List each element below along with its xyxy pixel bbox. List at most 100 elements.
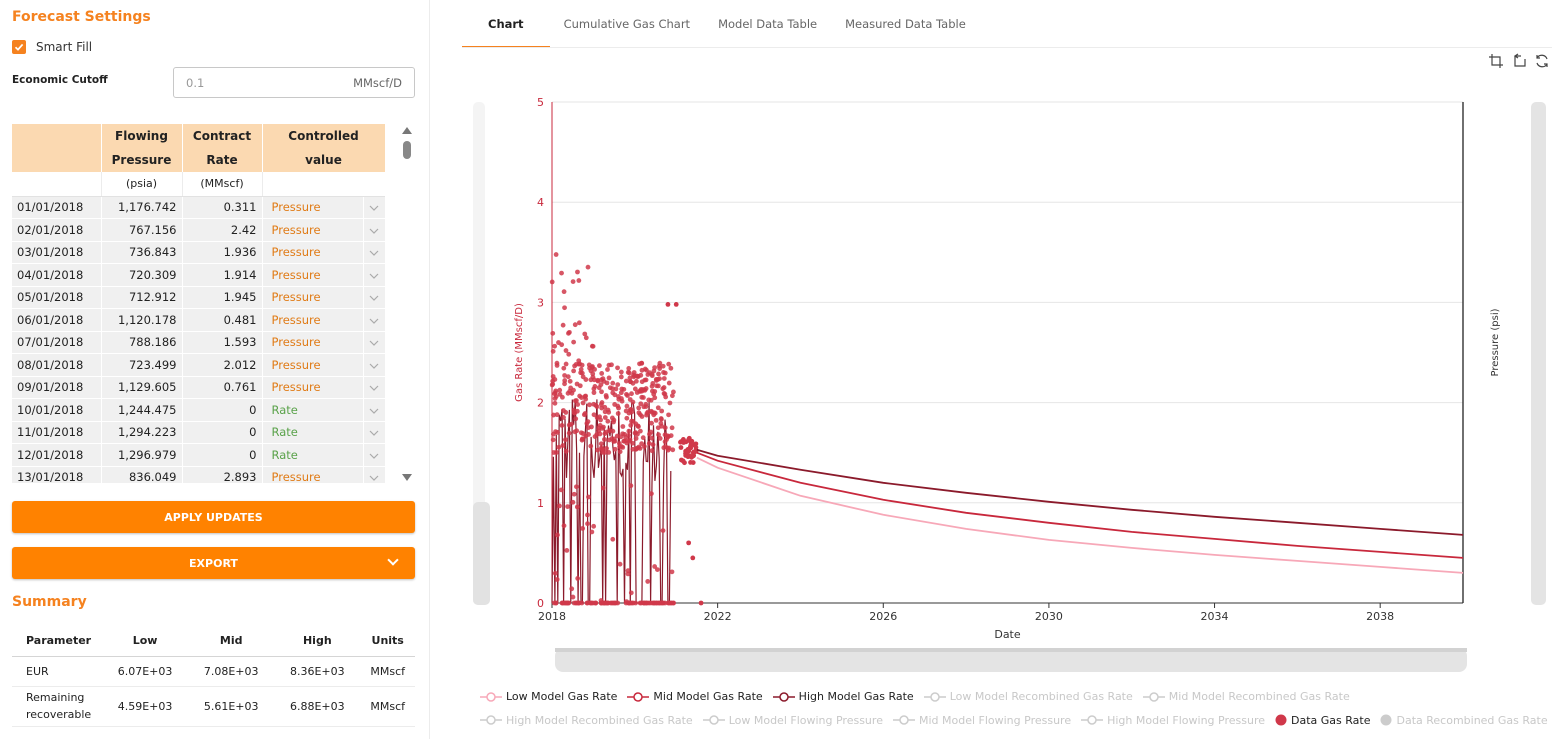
data-gas-rate-point [680,458,686,464]
pressure-cell[interactable]: 723.499 [101,353,183,377]
x-zoom-track[interactable] [555,648,1467,672]
controlled-value-select[interactable]: Pressure [262,353,364,377]
gas-rate-chart[interactable]: 0 1 2 3 4 5 2018 2022 2026 2030 2034 2038 Date Gas Ra… [460,90,1560,680]
data-gas-rate-point [623,378,629,384]
pressure-cell[interactable]: 1,120.178 [101,308,183,332]
y2-zoom-track[interactable] [1531,102,1546,605]
pressure-cell[interactable]: 1,296.979 [101,443,183,467]
legend-item[interactable]: Mid Model Flowing Pressure [892,710,1071,731]
rate-cell[interactable]: 0.481 [182,308,263,332]
legend-item[interactable]: High Model Gas Rate [772,686,914,707]
chevron-down-icon[interactable] [363,398,385,422]
controlled-value-select[interactable]: Pressure [262,241,364,264]
tab-measured-data-table[interactable]: Measured Data Table [845,17,966,31]
data-gas-rate-point [620,431,626,437]
controlled-value-select[interactable]: Rate [262,421,364,444]
tab-cumulative-gas-chart[interactable]: Cumulative Gas Chart [563,17,691,31]
chevron-down-icon[interactable] [363,308,385,332]
pressure-cell[interactable]: 1,294.223 [101,421,183,444]
data-gas-rate-point [566,329,572,335]
rate-cell[interactable]: 1.936 [182,241,263,264]
chevron-down-icon[interactable] [363,331,385,354]
chevron-down-icon[interactable] [363,421,385,444]
legend-item[interactable]: Low Model Flowing Pressure [702,710,883,731]
legend-item[interactable]: Mid Model Gas Rate [627,686,763,707]
table-scrollbar[interactable] [400,127,414,481]
scroll-thumb[interactable] [403,141,411,159]
legend-item[interactable]: Data Gas Rate [1275,710,1370,731]
data-gas-rate-point [554,577,560,582]
data-gas-rate-point [656,363,662,369]
legend-item[interactable]: Low Model Recombined Gas Rate [923,686,1133,707]
legend-item[interactable]: Low Model Gas Rate [480,686,617,707]
pressure-cell[interactable]: 1,129.605 [101,376,183,399]
smart-fill-option[interactable]: Smart Fill [12,40,92,54]
chevron-down-icon[interactable] [363,286,385,309]
pressure-cell[interactable]: 1,244.475 [101,398,183,422]
pressure-cell[interactable]: 836.049 [101,466,183,483]
zoom-reset-icon[interactable] [1511,53,1527,69]
pressure-cell[interactable]: 736.843 [101,241,183,264]
rate-cell[interactable]: 1.914 [182,263,263,287]
chevron-down-icon[interactable] [363,196,385,219]
legend-item[interactable]: Mid Model Recombined Gas Rate [1142,686,1350,707]
chevron-down-icon[interactable] [363,218,385,242]
scroll-down-icon[interactable] [402,474,412,481]
data-gas-rate-point [662,370,668,376]
tab-chart[interactable]: Chart [462,0,550,48]
rate-cell[interactable]: 0.761 [182,376,263,399]
export-button[interactable]: EXPORT [12,547,415,579]
legend-item[interactable]: Data Recombined Gas Rate [1380,710,1548,731]
y-zoom-handle[interactable] [473,502,490,605]
zoom-select-icon[interactable] [1488,53,1504,69]
chevron-down-icon[interactable] [363,263,385,287]
controlled-value-select[interactable]: Pressure [262,286,364,309]
pressure-cell[interactable]: 788.186 [101,331,183,354]
controlled-value-select[interactable]: Pressure [262,376,364,399]
data-gas-rate-point [588,600,594,606]
chevron-down-icon[interactable] [363,443,385,467]
x-zoom-handle[interactable] [555,648,1467,652]
chevron-down-icon[interactable] [363,466,385,483]
refresh-icon[interactable] [1534,53,1550,69]
rate-cell[interactable]: 2.893 [182,466,263,483]
legend-item[interactable]: High Model Flowing Pressure [1081,710,1265,731]
pressure-cell[interactable]: 1,176.742 [101,196,183,219]
chevron-down-icon[interactable] [363,376,385,399]
data-gas-rate-point [554,450,559,455]
rate-cell[interactable]: 0 [182,443,263,467]
rate-cell[interactable]: 1.945 [182,286,263,309]
controlled-value-select[interactable]: Pressure [262,466,364,483]
tab-model-data-table[interactable]: Model Data Table [718,17,818,31]
rate-cell[interactable]: 2.42 [182,218,263,242]
y-zoom-track[interactable] [473,102,485,605]
rate-cell[interactable]: 0 [182,398,263,422]
economic-cutoff-input[interactable]: 0.1 MMscf/D [173,67,415,98]
data-gas-rate-point [618,374,624,380]
controlled-value-select[interactable]: Pressure [262,218,364,242]
rate-cell[interactable]: 0 [182,421,263,444]
controlled-value-select[interactable]: Pressure [262,263,364,287]
controlled-value-select[interactable]: Pressure [262,331,364,354]
controlled-value-select[interactable]: Pressure [262,308,364,332]
controlled-value-select[interactable]: Pressure [262,196,364,219]
pressure-cell[interactable]: 712.912 [101,286,183,309]
chevron-down-icon[interactable] [363,353,385,377]
y-tick-label: 2 [537,397,544,410]
smart-fill-checkbox[interactable] [12,40,26,54]
data-gas-rate-point [550,374,556,379]
rate-cell[interactable]: 1.593 [182,331,263,354]
rate-cell[interactable]: 2.012 [182,353,263,377]
chevron-down-icon[interactable] [363,241,385,264]
legend-line-icon [1142,691,1165,702]
pressure-cell[interactable]: 720.309 [101,263,183,287]
controlled-value-select[interactable]: Rate [262,398,364,422]
legend-item[interactable]: High Model Recombined Gas Rate [480,710,693,731]
controlled-value-select[interactable]: Rate [262,443,364,467]
scroll-up-icon[interactable] [402,127,412,134]
pressure-cell[interactable]: 767.156 [101,218,183,242]
data-gas-rate-point [561,523,567,529]
rate-cell[interactable]: 0.311 [182,196,263,219]
apply-updates-button[interactable]: APPLY UPDATES [12,501,415,533]
summary-row: EUR 6.07E+03 7.08E+03 8.36E+03 MMscf [12,656,415,687]
